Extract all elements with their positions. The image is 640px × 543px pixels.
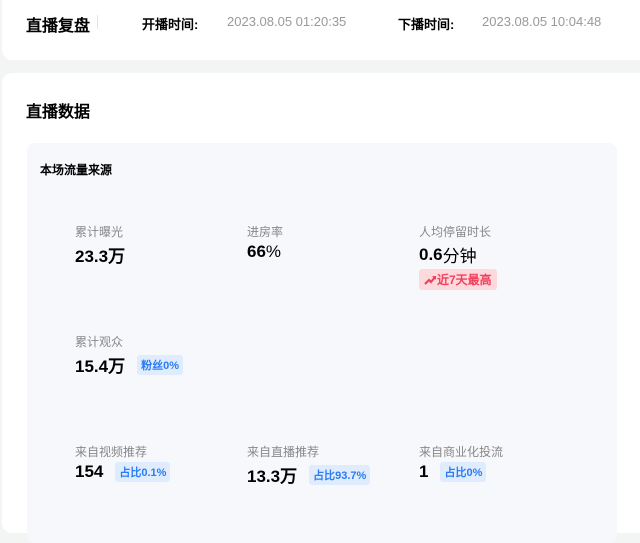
fans-ratio-tag: 粉丝0% bbox=[137, 354, 183, 375]
metric-value: 0.6 bbox=[419, 244, 443, 264]
start-time-value: 2023.08.05 01:20:35 bbox=[227, 14, 347, 29]
end-time-value: 2023.08.05 10:04:48 bbox=[482, 14, 602, 29]
metric-label: 来自商业化投流 bbox=[419, 445, 504, 459]
metric-unit: 分钟 bbox=[442, 247, 477, 266]
ratio-tag: 占比0% bbox=[440, 462, 487, 482]
metric-value: 13.3万 bbox=[247, 467, 298, 486]
metric-entry-rate: 进房率 66% bbox=[247, 223, 283, 262]
metric-label: 人均停留时长 bbox=[419, 225, 492, 239]
trend-up-icon bbox=[424, 275, 436, 285]
highlight-badge: 近7天最高 bbox=[419, 269, 497, 290]
metric-viewers: 累计观众 15.4万 粉丝0% bbox=[75, 333, 183, 377]
end-time-label: 下播时间: bbox=[398, 17, 455, 32]
metric-value: 1 bbox=[419, 462, 429, 481]
start-time-label: 开播时间: bbox=[142, 17, 199, 32]
metric-value: 154 bbox=[75, 462, 104, 481]
metric-avg-stay: 人均停留时长 0.6 分钟 近7天最高 bbox=[419, 223, 497, 290]
panel-title: 本场流量来源 bbox=[40, 163, 113, 177]
metric-exposure: 累计曝光 23.3万 bbox=[75, 223, 125, 267]
metric-value: 66 bbox=[247, 242, 266, 261]
metric-label: 累计观众 bbox=[75, 335, 124, 349]
metric-unit: % bbox=[265, 242, 282, 261]
traffic-source-panel: 本场流量来源 累计曝光 23.3万 进房率 66% 人均停留时长 0.6 分钟 近… bbox=[27, 143, 617, 543]
section-title: 直播数据 bbox=[26, 104, 91, 121]
divider bbox=[97, 15, 98, 29]
ratio-tag: 占比93.7% bbox=[309, 464, 371, 485]
badge-text: 近7天最高 bbox=[437, 273, 492, 287]
metric-value: 23.3万 bbox=[75, 247, 126, 266]
metric-live-rec: 来自直播推荐 13.3万 占比93.7% bbox=[247, 443, 371, 487]
header-card: 直播复盘 开播时间: 2023.08.05 01:20:35 下播时间: 202… bbox=[2, 0, 640, 60]
metric-label: 进房率 bbox=[247, 225, 284, 239]
metric-video-rec: 来自视频推荐 154 占比0.1% bbox=[75, 443, 171, 482]
metric-label: 累计曝光 bbox=[75, 225, 124, 239]
page-title: 直播复盘 bbox=[26, 18, 91, 35]
metric-paid-traffic: 来自商业化投流 1 占比0% bbox=[419, 443, 503, 482]
metric-label: 来自视频推荐 bbox=[75, 445, 148, 459]
ratio-tag: 占比0.1% bbox=[115, 462, 171, 482]
live-data-card: 直播数据 本场流量来源 累计曝光 23.3万 进房率 66% 人均停留时长 0.… bbox=[2, 73, 640, 543]
metric-value: 15.4万 bbox=[75, 357, 126, 376]
metric-label: 来自直播推荐 bbox=[247, 445, 320, 459]
